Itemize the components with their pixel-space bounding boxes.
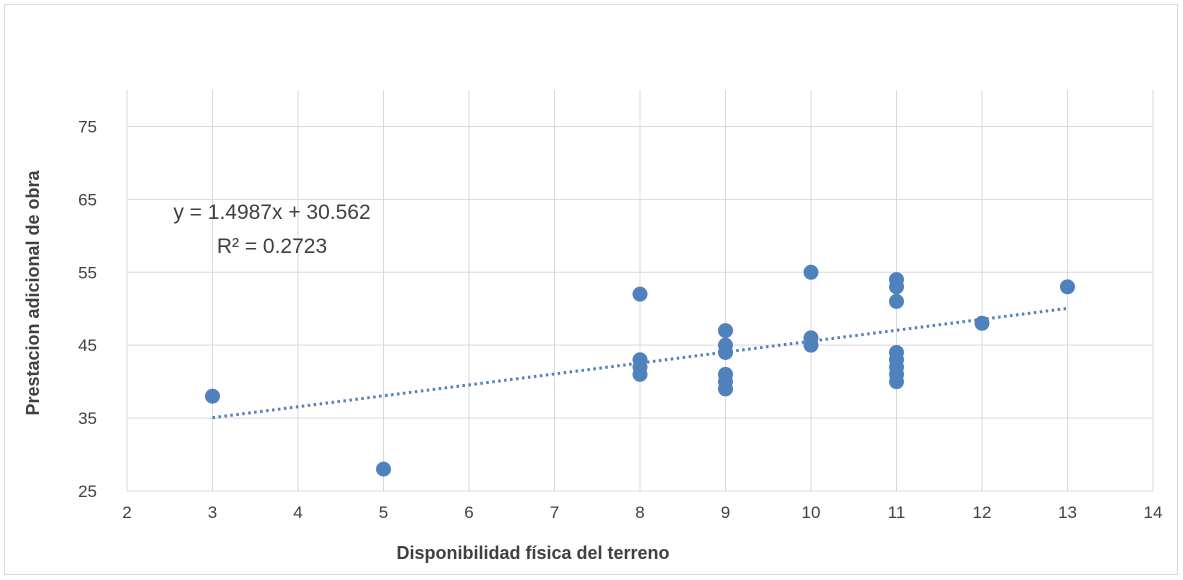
y-tick-label: 45 — [78, 336, 97, 355]
data-point — [632, 366, 648, 382]
x-tick-label: 2 — [122, 503, 131, 522]
data-point — [974, 315, 990, 331]
y-tick-label: 75 — [78, 117, 97, 136]
x-tick-label: 12 — [973, 503, 992, 522]
trendline-r2: R² = 0.2723 — [217, 235, 327, 258]
y-tick-label: 35 — [78, 409, 97, 428]
y-axis-title: Prestacion adicional de obra — [23, 169, 43, 415]
x-tick-label: 8 — [635, 503, 644, 522]
x-tick-label: 13 — [1058, 503, 1077, 522]
data-point — [803, 264, 819, 280]
data-point — [889, 293, 904, 309]
data-point — [889, 279, 904, 295]
x-tick-label: 6 — [464, 503, 473, 522]
data-point — [205, 388, 220, 404]
data-point — [632, 286, 648, 302]
data-point — [889, 374, 904, 390]
data-point — [718, 323, 733, 339]
data-point — [376, 461, 391, 477]
y-tick-label: 65 — [78, 190, 97, 209]
x-tick-label: 11 — [888, 503, 906, 522]
x-tick-label: 5 — [379, 503, 388, 522]
y-tick-label: 55 — [78, 263, 97, 282]
x-tick-label: 3 — [208, 503, 217, 522]
data-point — [1060, 279, 1075, 295]
x-tick-label: 14 — [1144, 503, 1163, 522]
x-tick-label: 4 — [293, 503, 302, 522]
data-point — [803, 337, 819, 353]
grid-lines — [127, 90, 1154, 491]
data-points — [205, 264, 1075, 477]
data-point — [718, 381, 733, 397]
trendline-equation: y = 1.4987x + 30.562 — [173, 201, 370, 224]
x-tick-label: 10 — [802, 503, 821, 522]
axes — [126, 90, 1153, 492]
x-axis-title: Disponibilidad física del terreno — [396, 543, 669, 563]
data-point — [718, 344, 733, 360]
y-tick-label: 25 — [78, 482, 97, 501]
x-tick-label: 9 — [721, 503, 730, 522]
x-tick-label: 7 — [550, 503, 559, 522]
